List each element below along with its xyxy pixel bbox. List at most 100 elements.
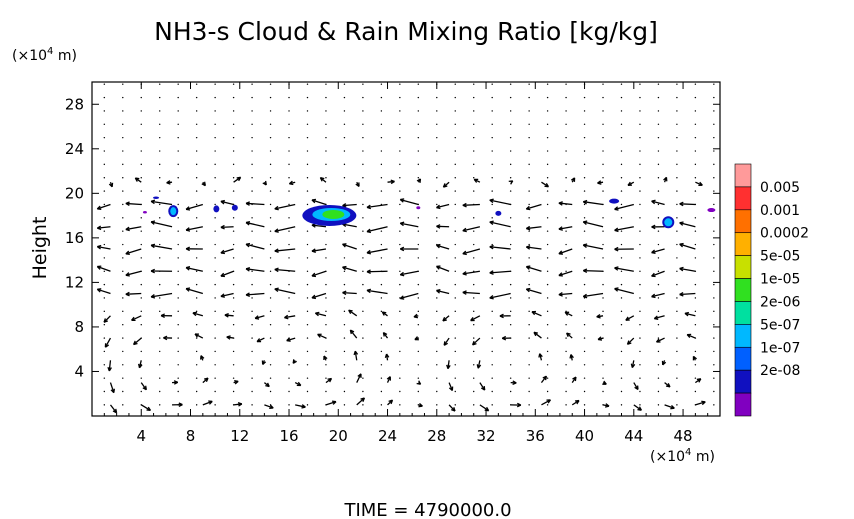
sample-dot [583, 96, 586, 99]
sample-dot [214, 150, 216, 152]
sample-dot [140, 324, 142, 326]
sample-dot [565, 350, 567, 353]
sample-dot [676, 230, 678, 232]
sample-dot [417, 163, 420, 166]
sample-dot [546, 390, 549, 393]
sample-dot [639, 230, 641, 232]
sample-dot [362, 324, 364, 326]
sample-dot [528, 310, 530, 313]
sample-dot [362, 377, 364, 379]
sample-dot [140, 123, 142, 126]
sample-dot [546, 243, 549, 246]
sample-dot [602, 217, 604, 219]
sample-dot [343, 337, 346, 339]
sample-dot [436, 217, 438, 219]
sample-dot [399, 390, 401, 393]
wind-arrow [104, 337, 112, 348]
sample-dot [417, 150, 420, 152]
wind-arrow [508, 180, 514, 185]
sample-dot [639, 177, 641, 179]
sample-dot [546, 337, 549, 339]
sample-dot [177, 110, 179, 112]
sample-dot [306, 96, 309, 99]
sample-dot [509, 150, 512, 152]
sample-dot [454, 270, 456, 272]
sample-dot [694, 217, 697, 219]
sample-dot [528, 203, 530, 206]
sample-dot [269, 83, 272, 85]
sample-dot [713, 136, 715, 139]
wind-arrow [295, 404, 306, 409]
sample-dot [288, 217, 290, 219]
sample-dot [325, 257, 327, 259]
sample-dot [583, 163, 586, 166]
cloud-patch [416, 206, 421, 210]
wind-arrow [131, 315, 142, 322]
sample-dot [251, 177, 253, 179]
sample-dot [343, 390, 346, 393]
sample-dot [676, 110, 678, 112]
cloud-patch [664, 218, 673, 227]
sample-dot [509, 163, 512, 166]
wind-arrow [202, 377, 209, 384]
sample-dot [232, 163, 235, 166]
sample-dot [454, 190, 456, 192]
sample-dot [195, 377, 198, 379]
wind-arrow [220, 248, 234, 255]
sample-dot [195, 230, 198, 232]
sample-dot [195, 364, 198, 366]
sample-dot [232, 377, 235, 379]
wind-arrow [472, 337, 481, 346]
sample-dot [676, 136, 678, 139]
wind-arrow [202, 400, 213, 406]
sample-dot [436, 310, 438, 313]
sample-dot [454, 123, 456, 126]
sample-dot [473, 283, 475, 286]
sample-dot [491, 404, 493, 406]
sample-dot [214, 96, 216, 99]
sample-dot [288, 203, 290, 206]
sample-dot [103, 110, 106, 112]
sample-dot [195, 390, 198, 393]
sample-dot [288, 230, 290, 232]
wind-arrow [108, 181, 114, 188]
wind-arrow [614, 266, 634, 272]
wind-arrow [614, 287, 634, 295]
sample-dot [565, 390, 567, 393]
sample-dot [473, 136, 475, 139]
sample-dot [288, 350, 290, 353]
wind-arrow [614, 226, 634, 233]
sample-dot [694, 96, 697, 99]
sample-dot [713, 177, 715, 179]
wind-arrow [470, 315, 481, 322]
wind-arrow [582, 268, 604, 274]
sample-dot [288, 257, 290, 259]
wind-arrow [150, 243, 173, 250]
sample-dot [620, 350, 623, 353]
sample-dot [140, 377, 142, 379]
wind-arrow [695, 400, 706, 406]
wind-arrow [442, 181, 450, 188]
sample-dot [491, 110, 493, 112]
sample-dot [399, 177, 401, 179]
sample-dot [380, 136, 383, 139]
wind-arrow [200, 355, 205, 361]
sample-dot [602, 123, 604, 126]
sample-dot [454, 163, 456, 166]
sample-dot [528, 163, 530, 166]
sample-dot [195, 350, 198, 353]
sample-dot [380, 390, 383, 393]
colorbar-swatch [734, 392, 752, 417]
sample-dot [528, 243, 530, 246]
sample-dot [473, 217, 475, 219]
cloud-patch [213, 205, 220, 213]
sample-dot [325, 230, 327, 232]
sample-dot [473, 390, 475, 393]
sample-dot [159, 203, 161, 206]
wind-arrow [314, 311, 327, 317]
sample-dot [528, 390, 530, 393]
wind-arrow [317, 333, 327, 339]
sample-dot [528, 337, 530, 339]
sample-dot [325, 310, 327, 313]
sample-dot [602, 310, 604, 313]
